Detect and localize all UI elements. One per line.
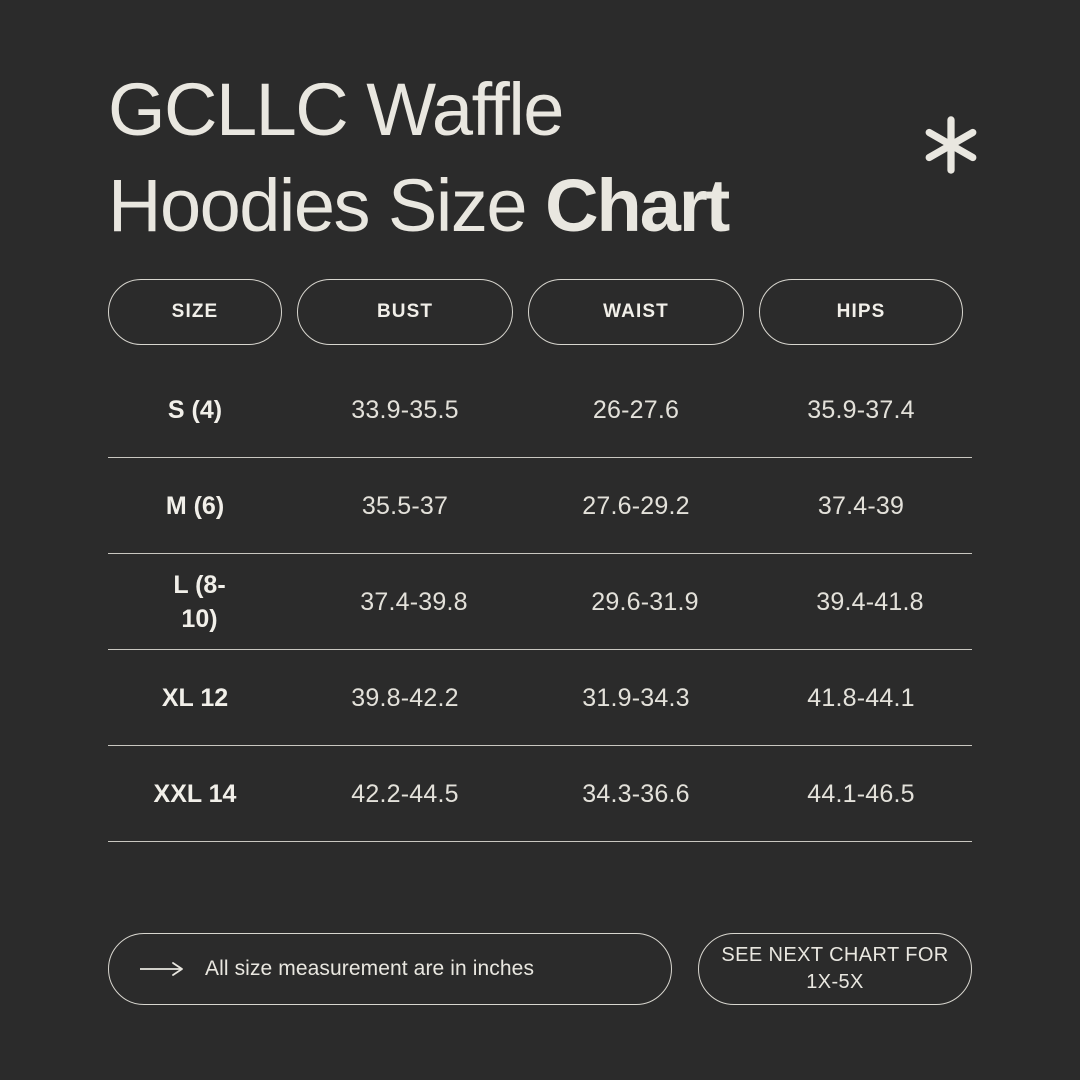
cell-bust: 35.5-37	[361, 491, 449, 520]
cell-size: S (4)	[167, 395, 223, 424]
cell-waist: 29.6-31.9	[591, 587, 699, 616]
column-header-size[interactable]: SIZE	[108, 279, 282, 345]
measurement-note-pill[interactable]: All size measurement are in inches	[108, 933, 672, 1005]
cell-hips: 41.8-44.1	[807, 683, 915, 712]
cell-hips: 35.9-37.4	[807, 395, 915, 424]
title-regular-part: Hoodies Size	[108, 164, 546, 247]
table-row: XXL 14 42.2-44.5 34.3-36.6 44.1-46.5	[108, 746, 972, 842]
cell-hips: 39.4-41.8	[816, 587, 924, 616]
table-row: S (4) 33.9-35.5 26-27.6 35.9-37.4	[108, 362, 972, 458]
page-title: GCLLC Waffle Hoodies Size Chart	[108, 62, 1008, 254]
cell-waist: 34.3-36.6	[582, 779, 690, 808]
measurement-note-text: All size measurement are in inches	[205, 957, 535, 980]
cell-waist: 26-27.6	[592, 395, 680, 424]
title-line-2: Hoodies Size Chart	[108, 158, 1008, 254]
title-line-1: GCLLC Waffle	[108, 68, 564, 151]
cell-bust: 33.9-35.5	[351, 395, 459, 424]
title-bold-part: Chart	[545, 164, 730, 247]
table-row: M (6) 35.5-37 27.6-29.2 37.4-39	[108, 458, 972, 554]
size-table: S (4) 33.9-35.5 26-27.6 35.9-37.4 M (6) …	[108, 362, 972, 842]
cell-bust: 37.4-39.8	[360, 587, 468, 616]
column-header-hips[interactable]: HIPS	[759, 279, 963, 345]
cell-size: XXL 14	[153, 779, 237, 808]
cell-size: XL 12	[161, 683, 229, 712]
table-row: L (8-10) 37.4-39.8 29.6-31.9 39.4-41.8	[108, 554, 972, 650]
asterisk-icon	[918, 112, 984, 178]
cell-size: M (6)	[165, 491, 225, 520]
cell-hips: 44.1-46.5	[807, 779, 915, 808]
table-header-row: SIZE BUST WAIST HIPS	[108, 279, 972, 345]
cell-hips: 37.4-39	[817, 491, 905, 520]
footer: All size measurement are in inches SEE N…	[108, 933, 972, 1005]
cell-waist: 31.9-34.3	[582, 683, 690, 712]
cell-waist: 27.6-29.2	[582, 491, 690, 520]
column-header-bust[interactable]: BUST	[297, 279, 513, 345]
cell-size: L (8-10)	[173, 570, 226, 633]
arrow-right-icon	[139, 961, 187, 977]
table-row: XL 12 39.8-42.2 31.9-34.3 41.8-44.1	[108, 650, 972, 746]
column-header-waist[interactable]: WAIST	[528, 279, 744, 345]
next-chart-button[interactable]: SEE NEXT CHART FOR 1X-5X	[698, 933, 972, 1005]
cell-bust: 42.2-44.5	[351, 779, 459, 808]
cell-bust: 39.8-42.2	[351, 683, 459, 712]
